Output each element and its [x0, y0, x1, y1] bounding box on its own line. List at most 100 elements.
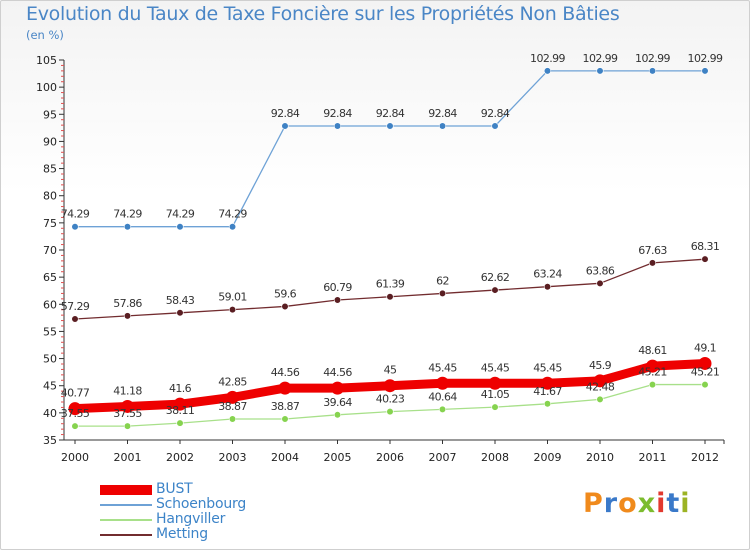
legend-swatch: [100, 485, 152, 495]
data-point-bust: [646, 359, 659, 373]
data-point-schoenbourg: [491, 122, 499, 130]
data-point-hangviller: [543, 400, 552, 408]
data-label-hangviller: 39.64: [323, 396, 352, 409]
data-label-bust: 40.77: [61, 387, 90, 400]
data-label-bust: 49.1: [694, 341, 716, 354]
data-label-metting: 62.62: [481, 271, 510, 284]
data-point-bust: [593, 374, 607, 388]
data-label-hangviller: 38.87: [271, 400, 300, 413]
proxiti-logo: Proxiti: [583, 488, 691, 519]
data-point-bust: [278, 381, 292, 395]
data-point-metting: [648, 259, 657, 267]
data-point-bust: [173, 397, 187, 411]
data-label-metting: 63.86: [586, 264, 615, 277]
data-label-schoenbourg: 102.99: [688, 52, 723, 65]
data-point-bust: [541, 376, 554, 390]
data-label-metting: 59.6: [274, 287, 297, 300]
data-label-hangviller: 41.05: [481, 388, 510, 401]
data-label-bust: 41.18: [113, 384, 142, 397]
data-point-schoenbourg: [648, 67, 657, 75]
data-point-hangviller: [386, 408, 394, 416]
data-point-bust: [226, 390, 239, 404]
data-point-bust: [121, 399, 134, 413]
data-label-bust: 45: [384, 364, 397, 377]
chart-title: Evolution du Taux de Taxe Foncière sur l…: [26, 3, 620, 25]
y-tick-label: 70: [43, 244, 57, 257]
data-point-hangviller: [123, 422, 132, 430]
data-label-schoenbourg: 92.84: [428, 107, 457, 120]
data-point-schoenbourg: [123, 223, 132, 231]
series-line-schoenbourg: [74, 70, 706, 228]
legend-label: BUST: [156, 481, 193, 497]
data-label-hangviller: 37.55: [113, 407, 142, 420]
y-tick-label: 45: [43, 380, 57, 393]
data-label-schoenbourg: 102.99: [530, 52, 565, 65]
data-point-hangviller: [281, 415, 289, 423]
data-label-schoenbourg: 102.99: [635, 52, 670, 65]
data-point-schoenbourg: [701, 67, 709, 75]
data-label-schoenbourg: 92.84: [376, 107, 405, 120]
data-label-hangviller: 40.64: [428, 390, 457, 403]
data-point-metting: [123, 312, 132, 320]
x-tick-label: 2008: [481, 451, 509, 464]
data-label-schoenbourg: 74.29: [166, 208, 195, 221]
data-label-bust: 45.45: [428, 361, 457, 374]
y-tick-label: 105: [36, 54, 57, 67]
unit-label: (en %): [26, 28, 64, 42]
data-point-bust: [331, 381, 344, 395]
x-tick-label: 2009: [534, 451, 562, 464]
y-tick-label: 55: [43, 325, 57, 338]
data-label-metting: 68.31: [691, 240, 720, 253]
data-label-bust: 44.56: [271, 366, 300, 379]
data-point-bust: [488, 376, 502, 390]
data-label-schoenbourg: 92.84: [271, 107, 300, 120]
data-label-bust: 44.56: [323, 366, 352, 379]
data-label-hangviller: 40.23: [376, 393, 405, 406]
data-point-metting: [281, 302, 289, 311]
y-tick-label: 80: [43, 190, 57, 203]
data-label-hangviller: 42.48: [586, 380, 615, 393]
data-point-hangviller: [648, 380, 657, 389]
data-label-metting: 62: [436, 274, 449, 287]
x-tick-label: 2005: [324, 451, 352, 464]
data-label-hangviller: 45.21: [638, 366, 667, 379]
data-point-metting: [71, 315, 79, 323]
data-point-hangviller: [71, 422, 79, 430]
x-tick-label: 2007: [429, 451, 457, 464]
legend-swatch: [100, 504, 152, 506]
data-label-bust: 45.45: [481, 361, 510, 374]
data-point-bust: [436, 376, 449, 390]
x-tick-label: 2002: [166, 451, 194, 464]
data-point-hangviller: [438, 405, 447, 413]
data-point-metting: [596, 279, 604, 287]
data-point-hangviller: [491, 403, 499, 411]
x-tick-label: 2000: [61, 451, 89, 464]
data-label-bust: 41.6: [169, 382, 192, 395]
data-label-bust: 45.45: [533, 361, 562, 374]
y-tick-label: 75: [43, 217, 57, 230]
data-point-hangviller: [333, 411, 342, 419]
chart-data-labels: 57.29 57.86 58.43 59.01 59.6 60.79 61.39 62 62.6…: [61, 52, 724, 420]
y-tick-label: 60: [43, 298, 57, 311]
data-point-schoenbourg: [228, 223, 237, 231]
data-point-schoenbourg: [333, 122, 342, 130]
data-point-hangviller: [176, 419, 184, 427]
data-point-schoenbourg: [71, 223, 79, 231]
data-point-bust: [383, 379, 397, 393]
y-tick-label: 50: [43, 353, 57, 366]
data-point-metting: [701, 255, 709, 263]
data-label-metting: 57.29: [61, 300, 90, 313]
data-label-metting: 58.43: [166, 294, 195, 307]
data-label-hangviller: 41.67: [533, 385, 562, 398]
data-label-metting: 63.24: [533, 268, 562, 281]
data-point-metting: [543, 283, 552, 291]
y-tick-label: 95: [43, 108, 57, 121]
legend-label: Metting: [156, 526, 208, 542]
data-label-hangviller: 38.87: [218, 400, 247, 413]
data-point-metting: [333, 296, 342, 304]
data-label-schoenbourg: 92.84: [481, 107, 510, 120]
x-tick-label: 2001: [114, 451, 142, 464]
x-tick-label: 2012: [691, 451, 719, 464]
data-label-hangviller: 45.21: [691, 366, 720, 379]
